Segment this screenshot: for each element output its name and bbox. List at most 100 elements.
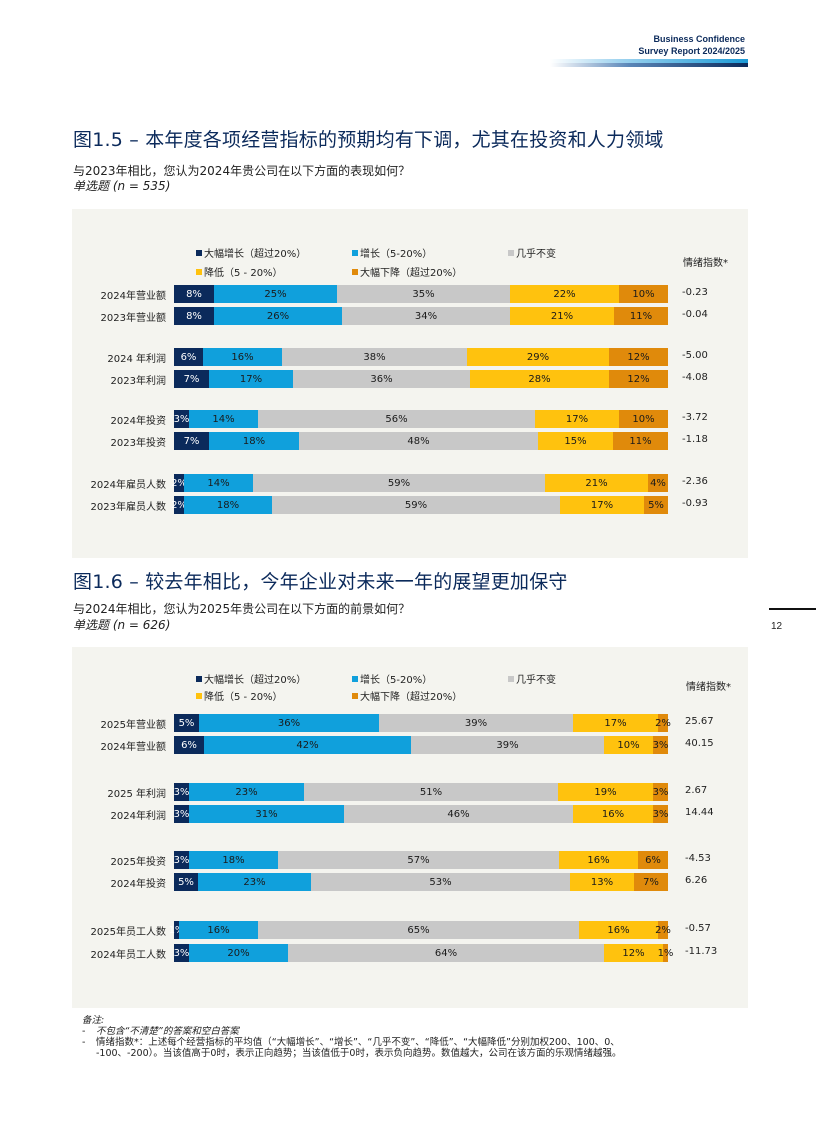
row-label: 2024 年利润: [107, 354, 166, 365]
bar-segment: 53%: [311, 873, 570, 891]
bar-segment: 3%: [174, 783, 189, 801]
row-label: 2024年雇员人数: [90, 480, 166, 491]
legend-label: 增长（5-20%）: [360, 675, 433, 686]
stacked-bar: 7% 17% 36% 28% 12%: [174, 370, 668, 388]
bar-segment: 31%: [189, 805, 344, 823]
bar-segment: 25%: [214, 285, 337, 303]
bar-segment: 10%: [619, 285, 668, 303]
bar-segment: 34%: [342, 307, 510, 325]
bar-segment: 1%: [658, 944, 673, 962]
stacked-bar: 6% 42% 39% 10% 3%: [174, 736, 668, 754]
row-label: 2025年投资: [110, 857, 166, 868]
sentiment-index-value: 25.67: [685, 716, 714, 727]
figure1-index-header: 情绪指数*: [683, 258, 728, 269]
bar-segment: 10%: [619, 410, 668, 428]
bar-segment: 5%: [174, 714, 199, 732]
bar-segment: 3%: [174, 851, 189, 869]
bar-segment: 3%: [653, 783, 668, 801]
bar-segment: 64%: [288, 944, 604, 962]
bar-segment: 39%: [379, 714, 573, 732]
row-label: 2024年员工人数: [90, 950, 166, 961]
legend-swatch: [352, 675, 358, 682]
legend-item: 大幅增长（超过20%）: [196, 671, 306, 686]
figure1-title: 图1.5 – 本年度各项经营指标的预期均有下调，尤其在投资和人力领域: [73, 129, 664, 151]
legend-item: 增长（5-20%）: [352, 245, 432, 260]
bar-segment: 48%: [299, 432, 538, 450]
bar-segment: 14%: [189, 410, 258, 428]
bar-segment: 23%: [198, 873, 311, 891]
legend-label: 大幅下降（超过20%）: [360, 268, 463, 279]
bar-segment: 26%: [214, 307, 342, 325]
figure1-question: 与2023年相比，您认为2024年贵公司在以下方面的表现如何？: [73, 164, 411, 178]
stacked-bar: 5% 23% 53% 13% 7%: [174, 873, 668, 891]
bar-segment: 3%: [174, 805, 189, 823]
sentiment-index-value: -0.93: [682, 498, 708, 509]
bar-segment: 11%: [614, 307, 668, 325]
bar-segment: 16%: [559, 851, 638, 869]
row-label: 2024年投资: [110, 416, 166, 427]
bar-segment: 6%: [174, 348, 203, 366]
bar-segment: 36%: [293, 370, 470, 388]
bar-segment: 14%: [184, 474, 253, 492]
bar-segment: 22%: [510, 285, 619, 303]
sentiment-index-value: -1.18: [682, 434, 708, 445]
bar-segment: 28%: [470, 370, 609, 388]
legend-swatch: [196, 249, 202, 256]
row-label: 2024年营业额: [100, 291, 166, 302]
sentiment-index-value: -4.08: [682, 372, 708, 383]
sentiment-index-value: -2.36: [682, 476, 708, 487]
bar-segment: 51%: [304, 783, 558, 801]
row-label: 2024年利润: [110, 811, 166, 822]
bar-segment: 10%: [604, 736, 653, 754]
stacked-bar: 6% 16% 38% 29% 12%: [174, 348, 668, 366]
bar-segment: 7%: [174, 432, 209, 450]
legend-swatch: [508, 249, 514, 256]
bar-segment: 5%: [644, 496, 668, 514]
report-header: Business Confidence Survey Report 2024/2…: [638, 33, 745, 57]
bar-segment: 5%: [174, 873, 198, 891]
figure2-chart-panel: 情绪指数* 大幅增长（超过20%） 增长（5-20%） 几乎不变 降低（5 - 20%…: [72, 647, 748, 1008]
stacked-bar: 8% 25% 35% 22% 10%: [174, 285, 668, 303]
bar-segment: 21%: [510, 307, 614, 325]
sentiment-index-value: -0.57: [685, 923, 711, 934]
bar-segment: 12%: [604, 944, 663, 962]
stacked-bar: 3% 14% 56% 17% 10%: [174, 410, 668, 428]
legend-label: 增长（5-20%）: [360, 249, 433, 260]
stacked-bar: 1% 16% 65% 16% 2%: [169, 921, 671, 939]
legend-item: 几乎不变: [508, 245, 556, 260]
stacked-bar: 2% 18% 59% 17% 5%: [171, 496, 668, 514]
bar-segment: 36%: [199, 714, 379, 732]
bar-segment: 2%: [655, 921, 671, 939]
bar-segment: 3%: [653, 805, 668, 823]
sentiment-index-value: -0.04: [682, 309, 708, 320]
bar-segment: 13%: [570, 873, 634, 891]
figure2-question: 与2024年相比，您认为2025年贵公司在以下方面的前景如何？: [73, 602, 411, 616]
bar-segment: 16%: [203, 348, 282, 366]
legend-swatch: [352, 249, 358, 256]
legend-item: 降低（5 - 20%）: [196, 264, 283, 279]
notes-line3: -100、-200）。当该值高于0时，表示正向趋势；当该值低于0时，表示负向趋势…: [96, 1048, 622, 1059]
legend-item: 大幅下降（超过20%）: [352, 688, 462, 703]
bar-segment: 20%: [189, 944, 288, 962]
legend-swatch: [352, 268, 358, 275]
legend-swatch: [508, 675, 514, 682]
row-label: 2025年员工人数: [90, 927, 166, 938]
notes: 备注: - 不包含“不清楚”的答案和空白答案 - 情绪指数*：上述每个经营指标的平均…: [82, 1015, 742, 1059]
report-header-line2: Survey Report 2024/2025: [638, 46, 745, 56]
row-label: 2025年营业额: [100, 720, 166, 731]
stacked-bar: 5% 36% 39% 17% 2%: [174, 714, 671, 732]
sentiment-index-value: 2.67: [685, 785, 708, 796]
bar-segment: 21%: [545, 474, 648, 492]
legend-item: 降低（5 - 20%）: [196, 688, 283, 703]
legend-swatch: [196, 268, 202, 275]
notes-dash: -: [82, 1026, 86, 1037]
row-label: 2024年投资: [110, 879, 166, 890]
sentiment-index-value: -5.00: [682, 350, 708, 361]
stacked-bar: 3% 31% 46% 16% 3%: [174, 805, 668, 823]
sentiment-index-value: -4.53: [685, 853, 711, 864]
figure2-title: 图1.6 – 较去年相比，今年企业对未来一年的展望更加保守: [73, 571, 568, 593]
legend-label: 大幅增长（超过20%）: [204, 675, 307, 686]
row-label: 2023年利润: [110, 376, 166, 387]
bar-segment: 23%: [189, 783, 304, 801]
bar-segment: 6%: [638, 851, 668, 869]
